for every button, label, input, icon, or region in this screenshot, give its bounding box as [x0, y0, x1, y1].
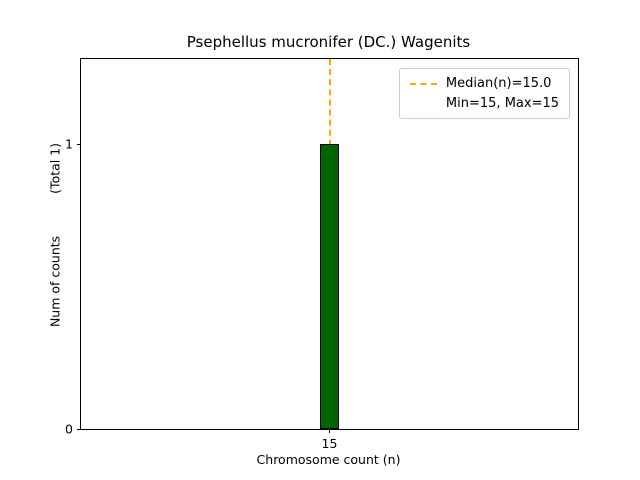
- legend-entry-median: Median(n)=15.0: [409, 76, 559, 91]
- histogram-bar: [319, 144, 340, 429]
- chart-title: Psephellus mucronifer (DC.) Wagenits: [186, 33, 471, 51]
- x-axis-label: Chromosome count (n): [256, 452, 401, 467]
- y-axis-total-annotation: (Total 1): [47, 142, 63, 194]
- x-tick-label: 15: [321, 436, 338, 451]
- median-dashed-line-swatch: [409, 82, 437, 85]
- legend-entry-minmax: Min=15, Max=15: [410, 96, 559, 111]
- y-tick-label: 0: [65, 421, 73, 437]
- y-axis-label-text: Num of counts: [47, 235, 63, 328]
- y-tick-label: 1: [65, 136, 73, 152]
- y-tick-mark: [77, 428, 81, 430]
- legend: Median(n)=15.0 Min=15, Max=15: [398, 68, 570, 119]
- y-tick-mark: [77, 143, 81, 145]
- y-axis-label: Num of counts (Total 1): [48, 143, 63, 327]
- legend-label-minmax: Min=15, Max=15: [445, 96, 559, 111]
- plot-area: Median(n)=15.0 Min=15, Max=15 15 0 1: [65, 58, 579, 451]
- legend-label-median: Median(n)=15.0: [445, 76, 552, 91]
- x-tick-mark: [329, 429, 330, 433]
